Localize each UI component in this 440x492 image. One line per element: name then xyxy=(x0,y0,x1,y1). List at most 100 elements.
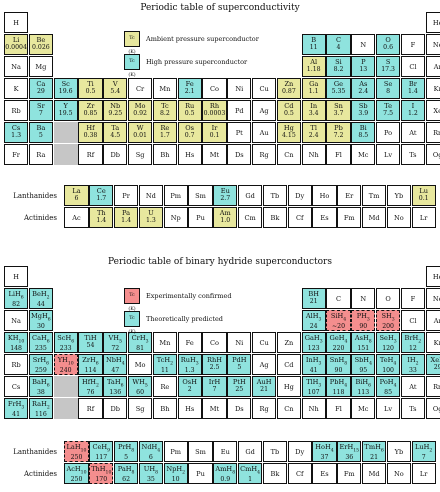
tc-value: 0.026 xyxy=(32,43,50,51)
element-symbol: Hg xyxy=(283,383,294,391)
element-cell: Mc xyxy=(351,398,376,420)
element-cell: C xyxy=(326,288,351,310)
element-cell: Fe xyxy=(177,332,202,354)
f-block-placeholder xyxy=(53,398,78,420)
element-cell: K xyxy=(4,78,29,100)
element-symbol: S xyxy=(385,58,391,66)
element-symbol: NbH4 xyxy=(105,356,125,367)
element-symbol: Og xyxy=(432,405,440,413)
element-cell: Sb 3.9 xyxy=(351,100,376,122)
element-symbol: BiH6 xyxy=(355,378,372,389)
element-symbol: Ni xyxy=(235,85,244,93)
element-cell: N xyxy=(351,288,376,310)
element-cell: GaH3 123 xyxy=(301,332,326,354)
element-cell: Fe 2.1 xyxy=(177,78,202,100)
element-cell: ScH6 233 xyxy=(53,332,78,354)
element-symbol: Es xyxy=(320,470,329,478)
element-symbol: Cr xyxy=(135,85,145,93)
tc-value: 1.7 xyxy=(96,194,107,202)
element-symbol: ThH10 xyxy=(91,465,112,476)
element-symbol: F xyxy=(410,295,416,303)
element-cell: Po xyxy=(376,122,401,144)
lanthanide-cell: Gd xyxy=(238,185,263,207)
actinide-cell: No xyxy=(386,463,411,485)
element-symbol: Co xyxy=(209,339,219,347)
element-cell: Ne xyxy=(425,34,440,56)
element-cell: Db xyxy=(103,398,128,420)
element-symbol: Dy xyxy=(295,192,305,200)
element-symbol: Gd xyxy=(245,192,255,200)
element-cell: HfH2 76 xyxy=(78,376,103,398)
lanthanide-cell: Dy xyxy=(287,185,312,207)
element-cell: BH 21 xyxy=(301,288,326,310)
element-cell: PbH4 118 xyxy=(326,376,351,398)
element-cell: Mn xyxy=(152,78,177,100)
tc-value: 29 xyxy=(433,363,440,371)
element-cell: Hg xyxy=(276,376,301,398)
element-cell: Ta 4.5 xyxy=(103,122,128,144)
element-symbol: PH3 xyxy=(356,312,370,323)
element-symbol: Rn xyxy=(433,383,440,391)
tc-value: 0.5 xyxy=(85,87,96,95)
tc-value: 0.5 xyxy=(184,109,195,117)
element-cell: F xyxy=(400,34,425,56)
legend-text-thr: Theoretically predicted xyxy=(146,315,223,323)
element-symbol: H xyxy=(13,19,19,27)
element-cell: NbH4 47 xyxy=(103,354,128,376)
element-symbol: Tm xyxy=(368,192,380,200)
element-symbol: F xyxy=(410,41,416,49)
element-symbol: GaH3 xyxy=(304,334,323,345)
element-symbol: Cu xyxy=(259,339,269,347)
element-symbol: Br xyxy=(408,80,417,88)
actinide-cell: Bk xyxy=(262,207,287,229)
element-cell: Ni xyxy=(227,78,252,100)
element-symbol: Sm xyxy=(195,448,206,456)
tc-value: 72 xyxy=(111,344,120,352)
lanthanide-cell: Eu xyxy=(213,441,238,463)
element-symbol: At xyxy=(409,129,417,137)
element-cell: Co xyxy=(202,78,227,100)
element-symbol: Rg xyxy=(259,151,269,159)
lanthanide-cell: Dy xyxy=(287,441,312,463)
element-symbol: Ra xyxy=(36,151,46,159)
element-symbol: TlH3 xyxy=(306,378,322,389)
actinide-cell: Md xyxy=(362,207,387,229)
element-symbol: CaH6 xyxy=(32,334,50,345)
element-symbol: Cl xyxy=(409,63,417,71)
tc-value: 81 xyxy=(136,344,145,352)
element-symbol: BrH2 xyxy=(404,334,422,345)
element-symbol: AcH10 xyxy=(66,465,87,476)
element-symbol: Ho xyxy=(319,192,330,200)
element-cell: VH5 72 xyxy=(103,332,128,354)
actinide-cell: Bk xyxy=(262,463,287,485)
element-cell: Cn xyxy=(276,144,301,166)
element-symbol: Gd xyxy=(245,448,255,456)
element-symbol: Cn xyxy=(284,405,294,413)
element-symbol: PoH4 xyxy=(379,378,397,389)
tc-value: 8.5 xyxy=(358,131,369,139)
element-cell: O xyxy=(376,288,401,310)
tc-value: 148 xyxy=(10,344,22,352)
element-cell: Hf 0.38 xyxy=(78,122,103,144)
tc-value: 0.6 xyxy=(383,43,394,51)
tc-value: 36 xyxy=(345,453,354,461)
element-cell: TiH 54 xyxy=(78,332,103,354)
element-symbol: Pd xyxy=(234,107,244,115)
actinide-cell: AcH10 250 xyxy=(64,463,89,485)
tc-value: 1.4 xyxy=(407,87,418,95)
actinide-cell: Th 1.4 xyxy=(89,207,114,229)
tc-value: 200 xyxy=(382,322,394,330)
element-symbol: Lv xyxy=(384,405,393,413)
element-symbol: LaH10 xyxy=(66,443,87,454)
element-cell: Hs xyxy=(177,144,202,166)
element-cell: He xyxy=(425,266,440,288)
element-symbol: He xyxy=(432,19,440,27)
element-cell: Hs xyxy=(177,398,202,420)
actinides-label: Actinides xyxy=(24,470,57,478)
element-symbol: AsH8 xyxy=(354,334,372,345)
element-symbol: Cf xyxy=(295,214,304,222)
element-symbol: Ni xyxy=(235,339,244,347)
element-cell: Ds xyxy=(227,144,252,166)
element-cell: Ti 0.5 xyxy=(78,78,103,100)
element-cell: Re 1.7 xyxy=(152,122,177,144)
